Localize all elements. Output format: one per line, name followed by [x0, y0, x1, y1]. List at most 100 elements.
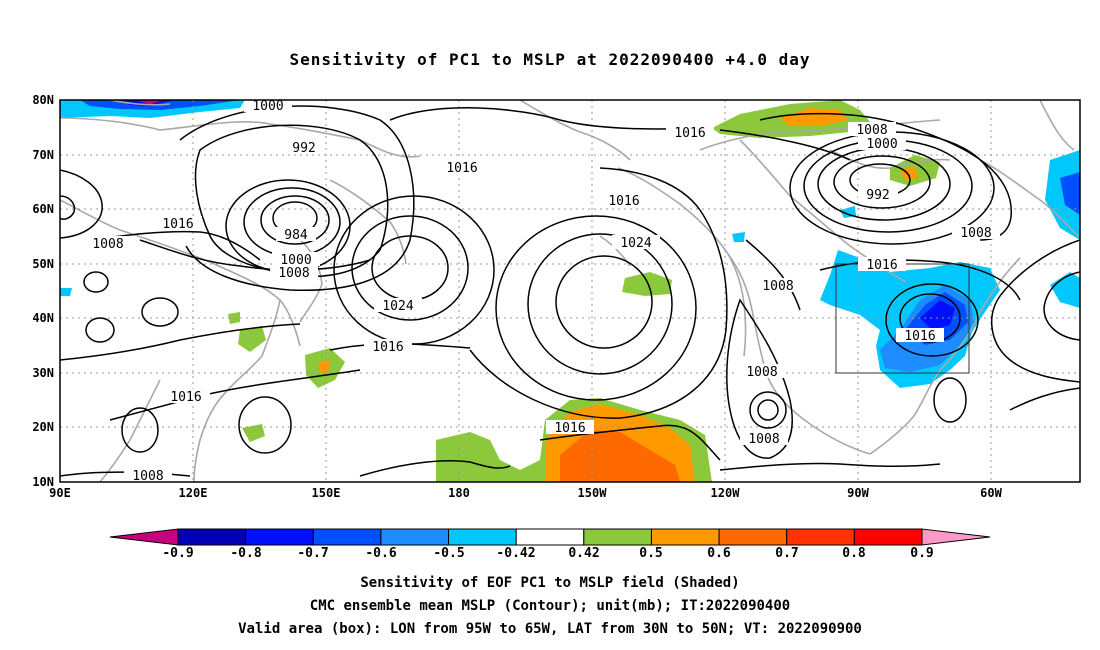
- svg-text:1008: 1008: [856, 123, 887, 138]
- colorbar-swatch: [515, 528, 585, 546]
- contour-label: 1000: [858, 136, 906, 152]
- contour-label: 1000: [274, 141, 275, 142]
- colorbar-swatch: [380, 528, 450, 546]
- svg-text:1016: 1016: [162, 217, 193, 232]
- contour-label: 1024: [374, 298, 422, 314]
- colorbar-label: -0.7: [297, 546, 328, 561]
- contour-label: 1016: [896, 328, 944, 344]
- shade-green-wp: [242, 424, 265, 442]
- shade-green-cpac: [622, 272, 672, 296]
- shade-lightblue-atl2: [1050, 272, 1080, 308]
- colorbar-swatch: [718, 528, 788, 546]
- svg-text:1008: 1008: [762, 279, 793, 294]
- shade-navy-us: [920, 300, 955, 330]
- plot-frame: [59, 99, 1081, 483]
- svg-text:1008: 1008: [278, 266, 309, 281]
- colorbar-labels: -0.9 -0.8 -0.7 -0.6 -0.5 -0.42 0.42 0.5 …: [162, 546, 933, 561]
- contour-label: 1000: [244, 99, 292, 114]
- svg-text:1016: 1016: [372, 340, 403, 355]
- shade-lightblue-na2: [732, 232, 745, 242]
- colorbar-high-end: [921, 528, 991, 546]
- contour-label: 1008: [738, 364, 786, 380]
- lon-axis: 90E 120E 150E 180 150W 120W 90W 60W: [49, 486, 1002, 500]
- colorbar-swatch: [650, 528, 720, 546]
- shade-blue-atl: [1060, 172, 1080, 215]
- lat-tick-label: 30N: [32, 366, 54, 380]
- colorbar-label: -0.5: [433, 546, 464, 561]
- shade-lightblue-atl: [1045, 150, 1080, 240]
- lat-tick-label: 70N: [32, 148, 54, 162]
- lon-tick-label: 120E: [179, 486, 208, 500]
- svg-text:1000: 1000: [866, 137, 897, 152]
- colorbar: [109, 528, 991, 546]
- shade-darkorange-trop: [560, 430, 680, 482]
- lon-tick-label: 90E: [49, 486, 71, 500]
- map-title: Sensitivity of PC1 to MSLP at 2022090400…: [289, 50, 811, 69]
- svg-text:1008: 1008: [92, 237, 123, 252]
- caption-line-2: CMC ensemble mean MSLP (Contour); unit(m…: [309, 598, 791, 614]
- lon-tick-label: 90W: [847, 486, 869, 500]
- svg-text:1008: 1008: [746, 365, 777, 380]
- lat-tick-label: 20N: [32, 420, 54, 434]
- lat-axis: 80N 70N 60N 50N 40N 30N 20N 10N: [32, 93, 54, 489]
- svg-text:1016: 1016: [446, 161, 477, 176]
- svg-text:1000: 1000: [280, 253, 311, 268]
- svg-text:1016: 1016: [866, 258, 897, 273]
- lat-tick-label: 50N: [32, 257, 54, 271]
- svg-text:984: 984: [284, 228, 308, 243]
- lon-tick-label: 150E: [312, 486, 341, 500]
- contour-label: 1016: [438, 160, 486, 176]
- colorbar-swatch: [583, 528, 652, 546]
- colorbar-label: 0.42: [568, 546, 599, 561]
- contour-label: 992: [858, 187, 898, 203]
- svg-text:1016: 1016: [608, 194, 639, 209]
- contour-label: 1008: [84, 236, 132, 252]
- colorbar-label: -0.8: [230, 546, 261, 561]
- contour-labels: 1000 992 1016 1016 1016 1008 1000 1016 1…: [84, 99, 1000, 482]
- contour-label: 1008: [124, 468, 172, 482]
- shade-orange-japan: [318, 360, 330, 374]
- colorbar-swatch: [312, 528, 382, 546]
- lon-tick-label: 120W: [711, 486, 741, 500]
- shade-green-asia1: [238, 326, 266, 352]
- svg-text:1008: 1008: [748, 432, 779, 447]
- colorbar-label: 0.6: [707, 546, 731, 561]
- colorbar-label: -0.6: [365, 546, 396, 561]
- colorbar-swatch: [448, 528, 517, 546]
- shade-magenta-arctic: [135, 100, 165, 104]
- svg-text:1016: 1016: [170, 390, 201, 405]
- lat-tick-label: 10N: [32, 475, 54, 489]
- contour-label: 1016: [162, 389, 210, 405]
- colorbar-label: 0.9: [910, 546, 933, 561]
- colorbar-label: -0.9: [162, 546, 193, 561]
- colorbar-swatch: [177, 528, 247, 546]
- svg-text:1000: 1000: [252, 99, 283, 114]
- svg-text:1024: 1024: [620, 236, 651, 251]
- contour-label: 1008: [270, 265, 318, 281]
- shade-lightblue-na3: [60, 288, 72, 296]
- caption-line-3: Valid area (box): LON from 95W to 65W, L…: [238, 621, 862, 637]
- contour-label: 1016: [364, 339, 412, 355]
- lon-tick-label: 180: [448, 486, 470, 500]
- shade-orange-nat: [900, 166, 918, 180]
- contour-label: 1008: [952, 225, 1000, 241]
- contour-label: 984: [276, 227, 316, 243]
- lon-tick-label: 150W: [578, 486, 608, 500]
- svg-text:1016: 1016: [554, 421, 585, 436]
- lat-tick-label: 40N: [32, 311, 54, 325]
- svg-text:1016: 1016: [674, 126, 705, 141]
- contour-label: 992: [284, 140, 324, 156]
- lat-tick-label: 60N: [32, 202, 54, 216]
- contour-label: 1016: [154, 216, 202, 232]
- caption-line-1: Sensitivity of EOF PC1 to MSLP field (Sh…: [360, 575, 740, 591]
- contour-label: 1016: [600, 193, 648, 209]
- contour-label: 1016: [546, 420, 594, 436]
- colorbar-label: 0.5: [639, 546, 662, 561]
- svg-text:992: 992: [292, 141, 315, 156]
- lon-tick-label: 60W: [980, 486, 1002, 500]
- contour-label: 1016: [858, 257, 906, 273]
- colorbar-swatch: [786, 528, 855, 546]
- contour-label: 1008: [754, 278, 802, 294]
- svg-text:1024: 1024: [382, 299, 413, 314]
